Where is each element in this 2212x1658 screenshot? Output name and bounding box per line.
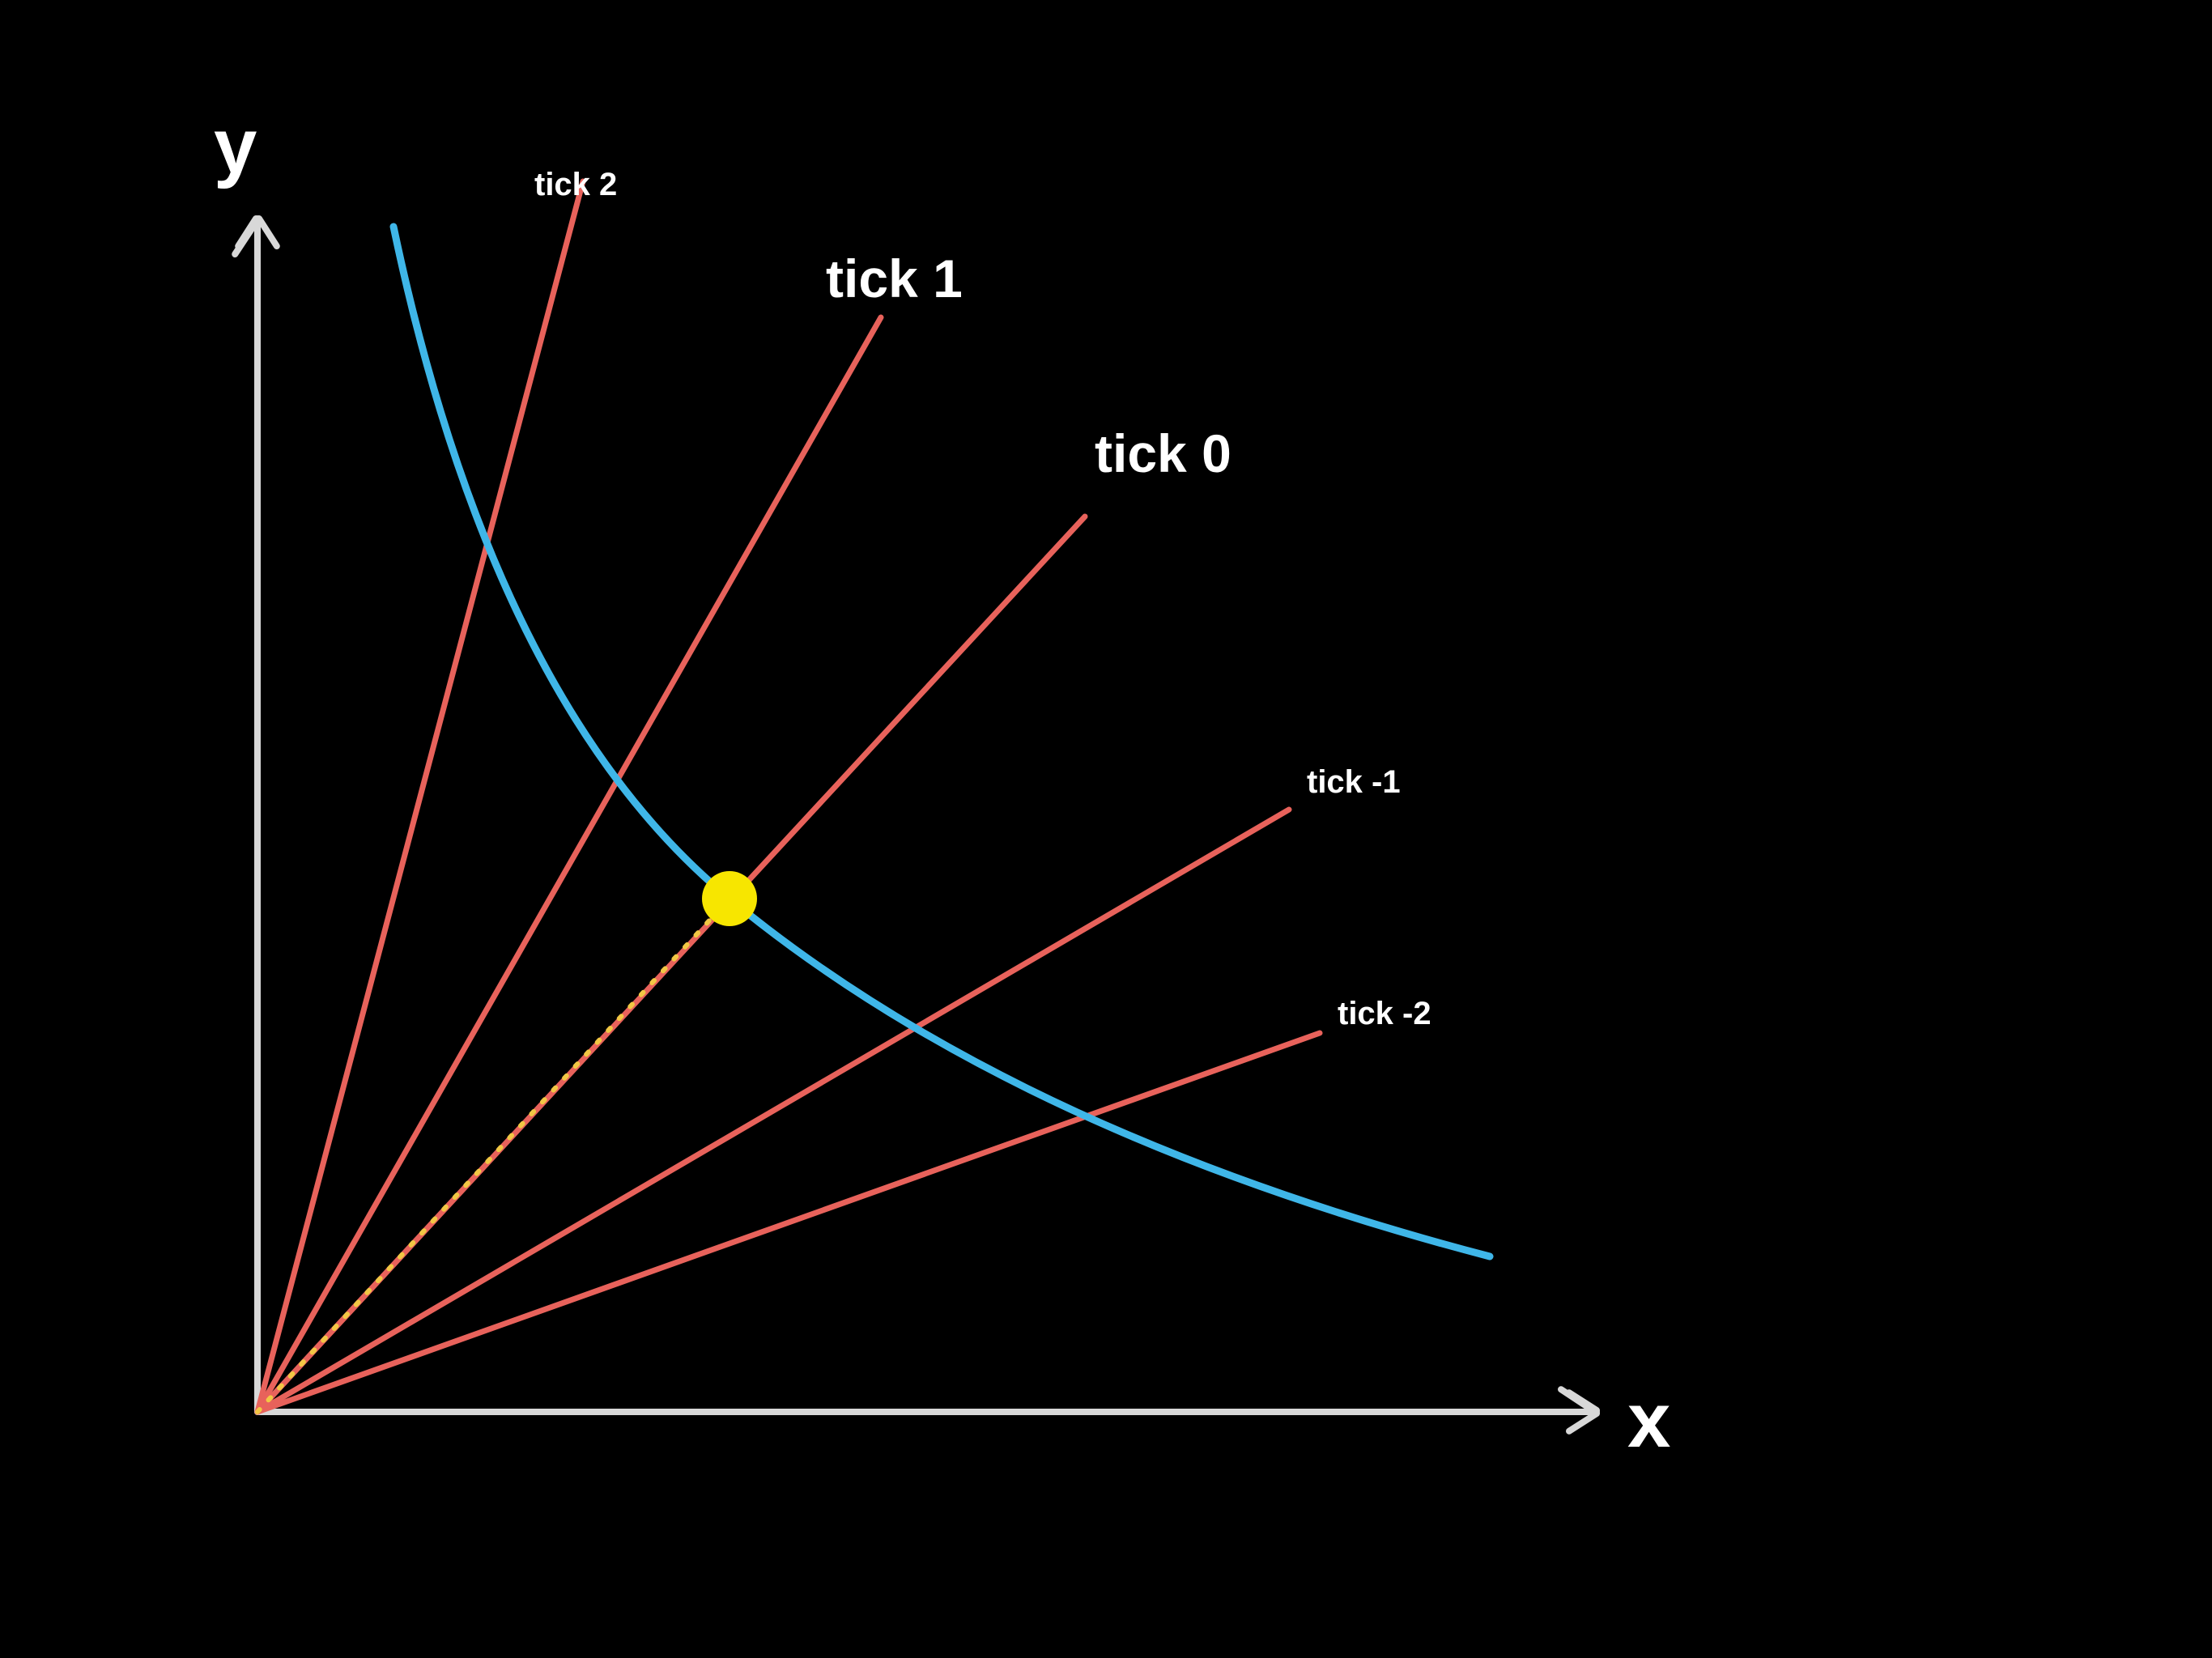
plot-svg: [0, 0, 2212, 1658]
diagram-stage: y x tick 2 tick 1 tick 0 tick -1 tick -2: [0, 0, 2212, 1658]
marker-group: [702, 871, 757, 926]
ray-tick-2: [257, 181, 583, 1412]
y-axis-label: y: [214, 102, 257, 191]
intersection-marker: [702, 871, 757, 926]
rays-group: [257, 181, 1320, 1412]
ray-tick-neg-2: [257, 1033, 1320, 1412]
label-tick-neg-1: tick -1: [1307, 764, 1401, 801]
label-tick-2: tick 2: [534, 167, 617, 203]
x-axis-label: x: [1627, 1376, 1670, 1465]
curve-group: [393, 227, 1490, 1256]
label-tick-1: tick 1: [826, 248, 963, 309]
ray-tick-1: [257, 317, 881, 1412]
label-tick-0: tick 0: [1095, 423, 1231, 484]
label-tick-neg-2: tick -2: [1338, 996, 1431, 1032]
ray-tick-neg-1: [257, 810, 1289, 1412]
blue-curve: [393, 227, 1490, 1256]
